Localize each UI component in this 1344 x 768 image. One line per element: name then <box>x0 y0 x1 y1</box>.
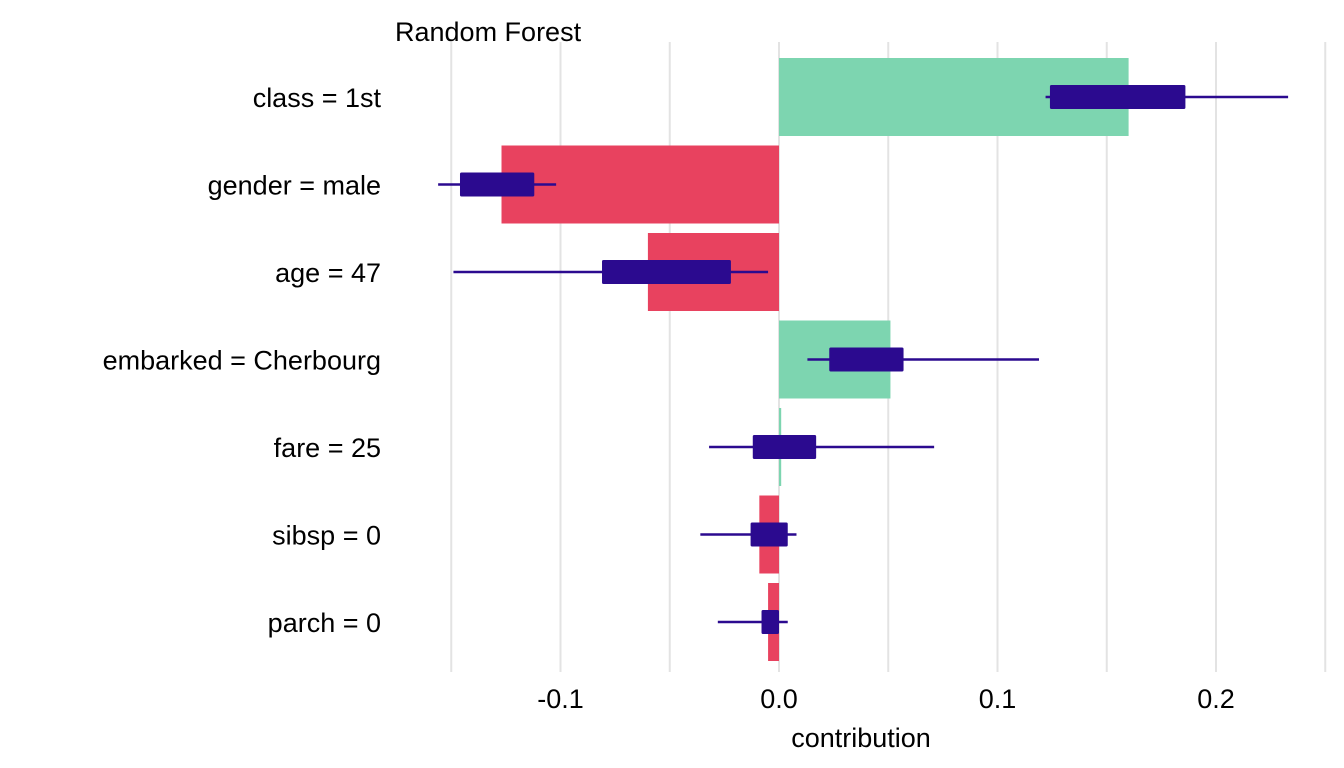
category-label: sibsp = 0 <box>272 521 381 551</box>
boxplot <box>453 260 769 284</box>
boxplot-box <box>829 347 904 372</box>
boxplot <box>717 610 788 634</box>
boxplot <box>1045 85 1289 109</box>
x-tick-label: 0.1 <box>979 684 1017 714</box>
boxplot <box>807 347 1040 372</box>
chart-subtitle: Random Forest <box>395 17 582 47</box>
x-tick-label: -0.1 <box>537 684 584 714</box>
boxplot <box>709 435 935 459</box>
x-tick-labels: -0.1 0.0 0.1 0.2 <box>537 684 1235 714</box>
category-label: class = 1st <box>253 83 382 113</box>
boxplot-box <box>750 522 788 547</box>
category-label: fare = 25 <box>274 433 381 463</box>
boxplots <box>438 85 1289 634</box>
x-axis-title: contribution <box>791 723 931 753</box>
category-labels: class = 1st gender = male age = 47 embarked… <box>103 83 382 638</box>
boxplot-box <box>459 172 535 197</box>
category-label: age = 47 <box>275 258 381 288</box>
boxplot <box>700 522 797 547</box>
boxplot <box>438 172 557 197</box>
boxplot-box <box>761 610 779 634</box>
boxplot-box <box>602 260 731 284</box>
category-label: parch = 0 <box>268 608 381 638</box>
category-label: gender = male <box>208 171 381 201</box>
x-tick-label: 0.2 <box>1197 684 1235 714</box>
boxplot-box <box>752 435 817 459</box>
category-label: embarked = Cherbourg <box>103 346 381 376</box>
boxplot-box <box>1049 85 1186 109</box>
x-tick-label: 0.0 <box>760 684 798 714</box>
